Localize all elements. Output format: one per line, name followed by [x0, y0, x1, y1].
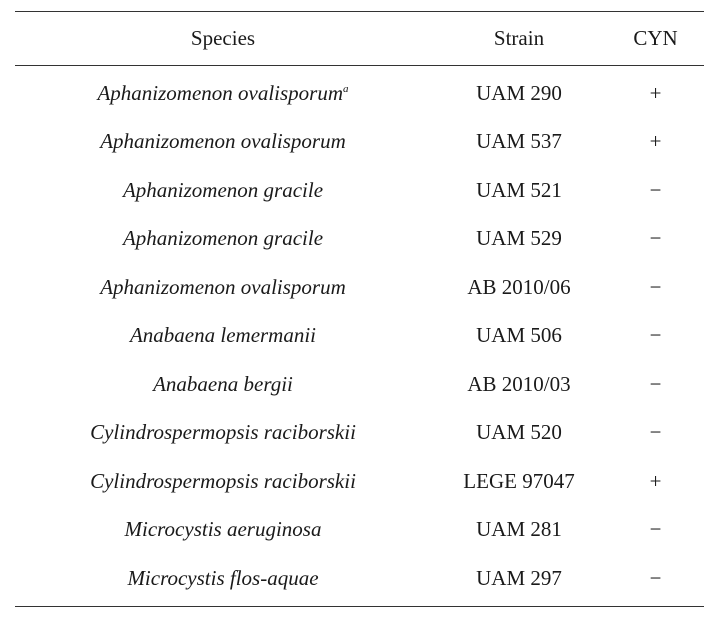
table-bottom-rule	[15, 605, 704, 607]
strain-cell: UAM 281	[476, 517, 562, 542]
species-name: Aphanizomenon gracile	[122, 177, 324, 202]
table-top-rule	[15, 11, 704, 12]
species-name: Cylindrospermopsis raciborskii	[90, 468, 356, 493]
cyn-cell: −	[649, 371, 662, 396]
species-cell: Aphanizomenon gracile	[15, 177, 431, 202]
cyn-cell: +	[649, 468, 662, 493]
header-cyn: CYN	[633, 26, 678, 50]
species-cell: Aphanizomenon ovalisporum	[15, 131, 431, 152]
table-row: Cylindrospermopsis raciborskii UAM 520 −	[15, 409, 704, 458]
species-name: Microcystis aeruginosa	[124, 517, 322, 542]
table-row: Anabaena bergii AB 2010/03 −	[15, 360, 704, 409]
species-cell: Aphanizomenon ovalisporum	[15, 274, 431, 299]
species-name: Microcystis flos-aquae	[127, 565, 319, 590]
species-cell: Anabaena lemermanii	[15, 325, 431, 346]
species-cell: Anabaena bergii	[15, 371, 431, 396]
species-cell: Microcystis flos-aquae	[15, 565, 431, 590]
species-name: Aphanizomenon ovalisporum	[100, 129, 346, 154]
table-row: Microcystis flos-aquae UAM 297 −	[15, 554, 704, 603]
cyn-cell: −	[649, 323, 662, 348]
strain-cell: UAM 520	[476, 420, 562, 445]
table-row: Anabaena lemermanii UAM 506 −	[15, 312, 704, 361]
strain-cell: LEGE 97047	[463, 468, 575, 493]
strain-cell: UAM 290	[476, 80, 562, 105]
species-table: Species Strain CYN Aphanizomenon ovalisp…	[15, 11, 704, 607]
table-header-row: Species Strain CYN	[15, 12, 704, 65]
strain-cell: AB 2010/06	[467, 274, 571, 299]
table-row: Aphanizomenon ovalisporum UAM 537 +	[15, 118, 704, 167]
cyn-cell: −	[649, 177, 662, 202]
header-species: Species	[190, 26, 256, 50]
cyn-cell: −	[649, 420, 662, 445]
species-cell: Aphanizomenon ovalisporuma	[15, 80, 431, 105]
strain-cell: AB 2010/03	[467, 371, 571, 396]
table-row: Cylindrospermopsis raciborskii LEGE 97047…	[15, 457, 704, 506]
cyn-cell: −	[649, 517, 662, 542]
cyn-cell: +	[649, 129, 662, 154]
table-row: Aphanizomenon ovalisporuma UAM 290 +	[15, 69, 704, 118]
table-row: Aphanizomenon ovalisporum AB 2010/06 −	[15, 263, 704, 312]
table-body: Aphanizomenon ovalisporuma UAM 290 + Aphani…	[15, 66, 704, 603]
footnote-marker: a	[343, 82, 349, 95]
species-name: Anabaena bergii	[153, 371, 293, 396]
species-name: Aphanizomenon gracile	[122, 226, 324, 251]
species-cell: Aphanizomenon gracile	[15, 228, 431, 249]
species-name: Anabaena lemermanii	[129, 323, 317, 348]
cyn-cell: +	[649, 80, 662, 105]
species-name: Aphanizomenon ovalisporum	[97, 80, 344, 105]
cyn-cell: −	[649, 274, 662, 299]
table-header-rule	[15, 65, 704, 66]
strain-cell: UAM 297	[476, 565, 562, 590]
species-cell: Microcystis aeruginosa	[15, 519, 431, 540]
species-cell: Cylindrospermopsis raciborskii	[15, 422, 431, 443]
strain-cell: UAM 529	[476, 226, 562, 251]
species-name: Aphanizomenon ovalisporum	[100, 274, 346, 299]
strain-cell: UAM 521	[476, 177, 562, 202]
strain-cell: UAM 506	[476, 323, 562, 348]
strain-cell: UAM 537	[476, 129, 562, 154]
species-cell: Cylindrospermopsis raciborskii	[15, 468, 431, 493]
header-strain: Strain	[493, 26, 545, 50]
table-row: Microcystis aeruginosa UAM 281 −	[15, 506, 704, 555]
table-row: Aphanizomenon gracile UAM 521 −	[15, 166, 704, 215]
cyn-cell: −	[649, 565, 662, 590]
cyn-cell: −	[649, 226, 662, 251]
species-name: Cylindrospermopsis raciborskii	[90, 420, 356, 445]
table-row: Aphanizomenon gracile UAM 529 −	[15, 215, 704, 264]
